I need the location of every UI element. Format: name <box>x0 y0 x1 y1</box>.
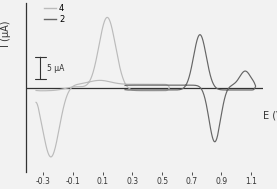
Legend: 4, 2: 4, 2 <box>44 4 64 24</box>
Text: 5 μA: 5 μA <box>47 64 65 73</box>
X-axis label: E (V): E (V) <box>263 110 277 120</box>
Y-axis label: I (μA): I (μA) <box>1 20 11 46</box>
